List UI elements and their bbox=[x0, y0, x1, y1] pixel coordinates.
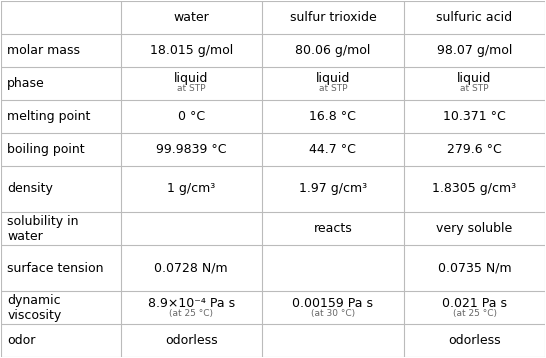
Text: 1 g/cm³: 1 g/cm³ bbox=[167, 183, 216, 195]
Text: (at 25 °C): (at 25 °C) bbox=[453, 309, 496, 318]
Text: 16.8 °C: 16.8 °C bbox=[310, 110, 357, 123]
Text: reacts: reacts bbox=[313, 222, 352, 235]
Text: very soluble: very soluble bbox=[436, 222, 513, 235]
Text: phase: phase bbox=[7, 77, 45, 90]
Text: liquid: liquid bbox=[174, 72, 209, 86]
Text: 18.015 g/mol: 18.015 g/mol bbox=[150, 44, 233, 57]
Text: sulfur trioxide: sulfur trioxide bbox=[289, 11, 376, 24]
Text: 0.0728 N/m: 0.0728 N/m bbox=[155, 262, 228, 275]
Text: 80.06 g/mol: 80.06 g/mol bbox=[295, 44, 371, 57]
Text: (at 30 °C): (at 30 °C) bbox=[311, 309, 355, 318]
Text: at STP: at STP bbox=[460, 84, 489, 93]
Text: at STP: at STP bbox=[177, 84, 205, 93]
Text: 8.9×10⁻⁴ Pa s: 8.9×10⁻⁴ Pa s bbox=[148, 297, 235, 310]
Text: solubility in
water: solubility in water bbox=[7, 214, 79, 242]
Text: odor: odor bbox=[7, 334, 35, 347]
Text: 98.07 g/mol: 98.07 g/mol bbox=[437, 44, 512, 57]
Text: molar mass: molar mass bbox=[7, 44, 80, 57]
Text: at STP: at STP bbox=[319, 84, 347, 93]
Text: 0.0735 N/m: 0.0735 N/m bbox=[438, 262, 511, 275]
Text: 0.021 Pa s: 0.021 Pa s bbox=[442, 297, 507, 310]
Text: boiling point: boiling point bbox=[7, 143, 85, 156]
Text: 1.97 g/cm³: 1.97 g/cm³ bbox=[299, 183, 367, 195]
Text: odorless: odorless bbox=[448, 334, 501, 347]
Text: 1.8305 g/cm³: 1.8305 g/cm³ bbox=[432, 183, 517, 195]
Text: 44.7 °C: 44.7 °C bbox=[310, 143, 357, 156]
Text: dynamic
viscosity: dynamic viscosity bbox=[7, 294, 62, 322]
Text: liquid: liquid bbox=[316, 72, 350, 86]
Text: liquid: liquid bbox=[458, 72, 492, 86]
Text: 279.6 °C: 279.6 °C bbox=[447, 143, 502, 156]
Text: 99.9839 °C: 99.9839 °C bbox=[156, 143, 227, 156]
Text: surface tension: surface tension bbox=[7, 262, 104, 275]
Text: density: density bbox=[7, 183, 53, 195]
Text: 10.371 °C: 10.371 °C bbox=[443, 110, 506, 123]
Text: (at 25 °C): (at 25 °C) bbox=[169, 309, 213, 318]
Text: sulfuric acid: sulfuric acid bbox=[436, 11, 513, 24]
Text: odorless: odorless bbox=[165, 334, 218, 347]
Text: melting point: melting point bbox=[7, 110, 91, 123]
Text: 0 °C: 0 °C bbox=[178, 110, 205, 123]
Text: water: water bbox=[174, 11, 209, 24]
Text: 0.00159 Pa s: 0.00159 Pa s bbox=[293, 297, 373, 310]
